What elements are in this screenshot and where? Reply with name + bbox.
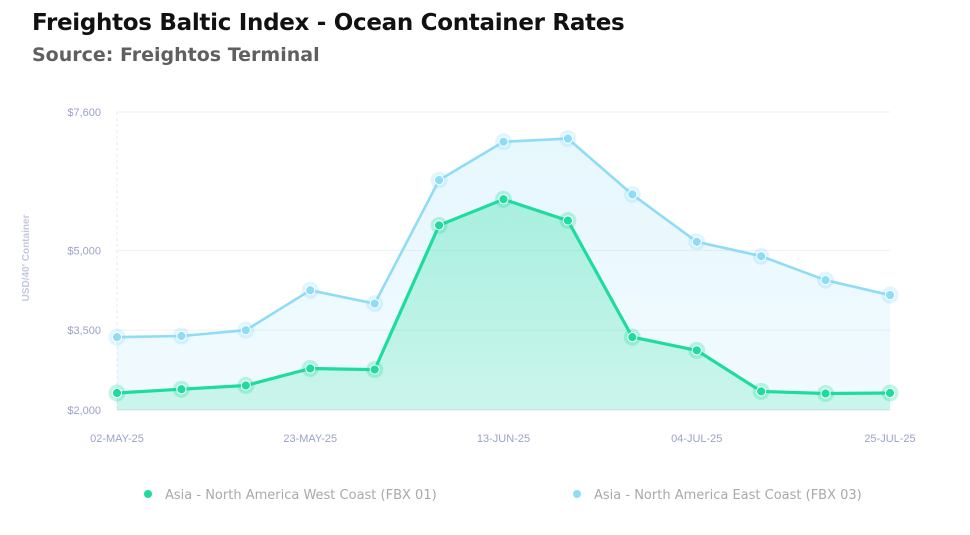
legend-label-fbx01[interactable]: Asia - North America West Coast (FBX 01) (165, 488, 437, 503)
point-fbx01[interactable] (240, 380, 251, 391)
y-tick-label: $7,600 (67, 107, 101, 119)
legend[interactable]: Asia - North America West Coast (FBX 01)… (144, 488, 862, 503)
chart-subtitle: Source: Freightos Terminal (32, 44, 320, 66)
point-fbx03[interactable] (820, 275, 831, 286)
point-fbx01[interactable] (305, 363, 316, 374)
y-axis-label: USD/40' Container (21, 214, 32, 301)
point-fbx03[interactable] (369, 298, 380, 309)
x-tick-label: 25-JUL-25 (864, 433, 915, 445)
series-areas (117, 138, 890, 410)
point-fbx03[interactable] (562, 133, 574, 144)
point-fbx03[interactable] (498, 136, 509, 147)
axes: $2,000 $3,500 $5,000 $7,600 02-MAY-25 23-MAY-… (67, 107, 915, 445)
point-fbx03[interactable] (756, 251, 767, 262)
point-fbx01[interactable] (756, 386, 767, 397)
legend-label-fbx03[interactable]: Asia - North America East Coast (FBX 03) (594, 488, 862, 503)
point-fbx03[interactable] (111, 331, 123, 343)
point-fbx01[interactable] (498, 194, 509, 205)
point-fbx03[interactable] (176, 330, 187, 342)
y-tick-label: $5,000 (67, 245, 101, 257)
point-fbx03[interactable] (884, 289, 896, 301)
point-fbx01[interactable] (691, 345, 702, 356)
point-fbx03[interactable] (240, 325, 251, 336)
point-fbx01[interactable] (369, 364, 380, 375)
point-fbx01[interactable] (433, 220, 445, 231)
x-tick-label: 13-JUN-25 (477, 433, 530, 445)
point-fbx03[interactable] (433, 175, 445, 186)
legend-marker-fbx03 (573, 490, 581, 498)
x-tick-label: 23-MAY-25 (283, 433, 337, 445)
series-points (108, 130, 899, 403)
point-fbx01[interactable] (562, 215, 574, 226)
point-fbx01[interactable] (884, 387, 896, 399)
point-fbx01[interactable] (627, 331, 638, 343)
point-fbx01[interactable] (176, 384, 187, 395)
point-fbx01[interactable] (820, 388, 831, 399)
x-tick-label: 02-MAY-25 (90, 433, 144, 445)
x-tick-label: 04-JUL-25 (671, 433, 722, 445)
y-tick-label: $3,500 (67, 325, 101, 337)
legend-marker-fbx01 (144, 490, 152, 498)
point-fbx01[interactable] (111, 387, 123, 399)
chart-title: Freightos Baltic Index - Ocean Container… (32, 10, 625, 36)
point-fbx03[interactable] (305, 285, 316, 296)
point-fbx03[interactable] (627, 189, 638, 200)
area-fbx01 (117, 199, 890, 410)
y-tick-label: $2,000 (67, 405, 101, 417)
point-fbx03[interactable] (691, 236, 702, 247)
